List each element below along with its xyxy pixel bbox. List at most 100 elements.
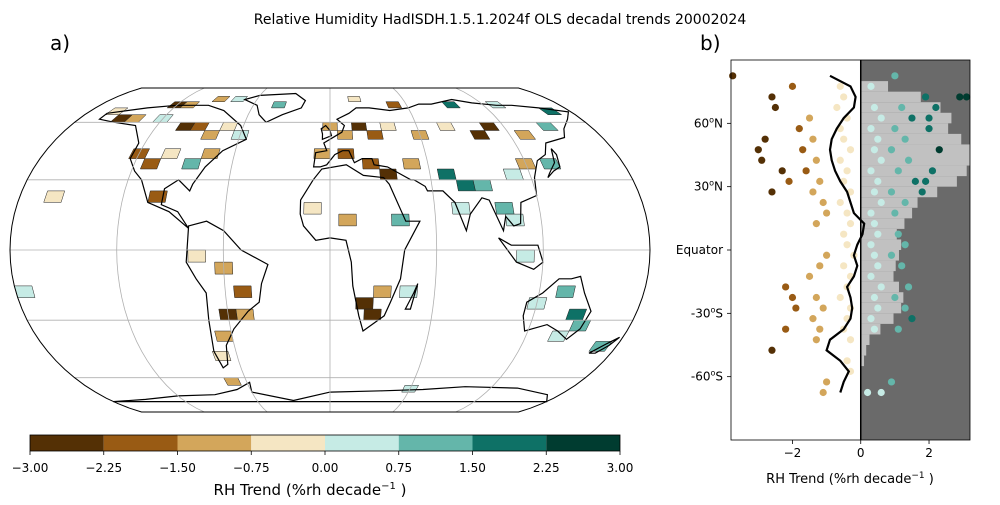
land-fraction-bar xyxy=(860,313,894,324)
trend-point xyxy=(840,230,848,238)
trend-point xyxy=(898,103,906,112)
map-cell xyxy=(313,148,331,159)
trend-point xyxy=(870,293,879,302)
map-grid-cells xyxy=(13,96,613,393)
colorbar-block xyxy=(325,435,399,451)
trend-point xyxy=(925,114,933,122)
land-fraction-bar xyxy=(860,91,921,103)
map-cell xyxy=(535,122,559,131)
trend-point xyxy=(901,198,909,207)
coastline xyxy=(113,381,549,403)
trend-point xyxy=(812,156,820,164)
trend-point xyxy=(894,230,902,238)
trend-point xyxy=(819,304,827,312)
trend-point xyxy=(908,315,916,323)
map-cell xyxy=(43,190,66,203)
colorbar-block xyxy=(30,435,104,451)
panel-b-x-ticks: −2 0 2 xyxy=(784,440,933,460)
trend-point xyxy=(768,188,776,196)
colorbar-block xyxy=(251,435,325,451)
land-fraction-bar xyxy=(860,334,870,345)
colorbar-ticks: −3.00 −2.25 −1.50 −0.75 0.00 0.75 1.50 2.25 3.00 xyxy=(12,451,633,475)
trend-point xyxy=(887,146,896,154)
map-cell xyxy=(351,122,368,131)
trend-point xyxy=(836,293,844,302)
trend-point xyxy=(870,146,879,154)
coastline xyxy=(185,220,269,369)
panel-b-x-tick-label: 0 xyxy=(857,446,865,460)
trend-point xyxy=(877,114,885,122)
panel-b-y-ticks: 60oN 30oN Equator -30oS -60oS xyxy=(676,115,731,384)
colorbar-label: RH Trend (%rh decade−1 ) xyxy=(214,481,407,499)
map-cell xyxy=(233,285,253,298)
map-cell xyxy=(363,308,382,321)
trend-point xyxy=(867,209,875,217)
colorbar-tick-label: −3.00 xyxy=(12,461,49,475)
coastline xyxy=(243,92,307,124)
trend-point xyxy=(771,103,779,112)
trend-point xyxy=(768,93,776,101)
colorbar-block xyxy=(546,435,620,451)
coastline xyxy=(588,336,620,354)
trend-point xyxy=(812,220,820,228)
trend-point xyxy=(823,251,831,259)
map-cell xyxy=(200,130,220,140)
colorbar-block xyxy=(177,435,252,451)
colorbar-label-end: ) xyxy=(396,481,407,499)
trend-point xyxy=(799,146,807,154)
mean-trend-line xyxy=(825,74,866,393)
map-cell xyxy=(516,249,535,263)
trend-point xyxy=(877,156,885,164)
trend-point xyxy=(846,220,855,228)
trend-point xyxy=(840,135,848,143)
trend-point xyxy=(758,156,766,164)
trend-point xyxy=(901,304,909,312)
trend-point xyxy=(898,262,906,270)
trend-point xyxy=(778,167,786,175)
trend-point xyxy=(925,125,933,133)
land-fraction-bar xyxy=(860,323,881,335)
trend-point xyxy=(785,177,793,185)
trend-point xyxy=(729,72,737,80)
map-cell xyxy=(478,122,500,131)
trend-point xyxy=(870,325,879,333)
trend-point xyxy=(894,167,902,175)
trend-point xyxy=(795,125,803,133)
map-cell xyxy=(337,130,354,140)
land-fraction-bar xyxy=(860,218,905,229)
map-cell xyxy=(555,285,576,298)
colorbar-tick-label: 0.75 xyxy=(385,461,412,475)
colorbar: −3.00 −2.25 −1.50 −0.75 0.00 0.75 1.50 2.25 3.00… xyxy=(12,434,633,499)
map-cell xyxy=(441,101,461,109)
map-cell xyxy=(211,351,232,361)
trend-point xyxy=(836,198,844,207)
colorbar-block xyxy=(398,435,473,451)
colorbar-block xyxy=(472,435,547,451)
trend-point xyxy=(894,325,902,333)
colorbar-tick-label: −0.75 xyxy=(233,461,270,475)
land-fraction-bar xyxy=(860,345,867,356)
panel-b-x-label-main: RH Trend (%rh decade xyxy=(766,472,911,487)
panel-b-y-tick-label: -60oS xyxy=(691,369,723,384)
map-graticule xyxy=(10,87,650,413)
trend-point xyxy=(887,378,896,386)
meridian-line xyxy=(116,87,205,413)
trend-point xyxy=(891,72,899,80)
trend-point xyxy=(809,315,817,323)
land-fraction-bar xyxy=(860,133,962,145)
map-cell xyxy=(160,148,182,159)
trend-point xyxy=(816,262,824,270)
map-cell xyxy=(513,130,537,140)
trend-point xyxy=(782,283,790,291)
trend-point xyxy=(867,125,875,133)
panel-b-x-label-sup: −1 xyxy=(911,471,924,481)
trend-point xyxy=(782,325,790,333)
trend-point xyxy=(874,135,882,143)
trend-point xyxy=(843,209,851,217)
land-fraction-bar xyxy=(860,250,899,261)
trend-point xyxy=(836,156,844,164)
map-cell xyxy=(502,168,524,181)
map-coastlines xyxy=(98,92,620,403)
trend-point xyxy=(754,146,762,154)
